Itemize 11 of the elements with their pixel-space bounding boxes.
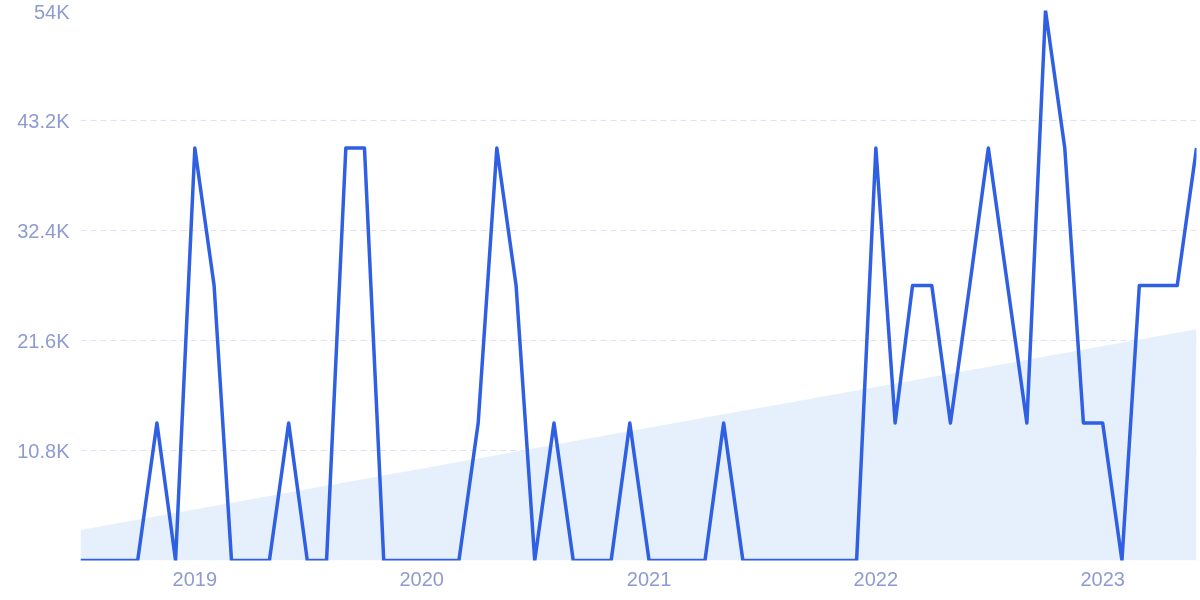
x-tick-label: 2022 — [853, 567, 899, 590]
x-tick-label: 2023 — [1080, 567, 1125, 590]
line-series — [80, 10, 1197, 561]
x-tick-label: 2021 — [626, 567, 672, 590]
x-tick-label: 2020 — [399, 567, 444, 590]
y-tick-label: 10.8K — [17, 439, 71, 462]
y-tick-label: 43.2K — [17, 109, 71, 132]
x-tick-label: 2019 — [172, 567, 218, 590]
y-tick-label: 21.6K — [17, 329, 71, 352]
y-tick-label: 32.4K — [17, 219, 71, 242]
y-tick-label: 54K — [33, 0, 71, 23]
